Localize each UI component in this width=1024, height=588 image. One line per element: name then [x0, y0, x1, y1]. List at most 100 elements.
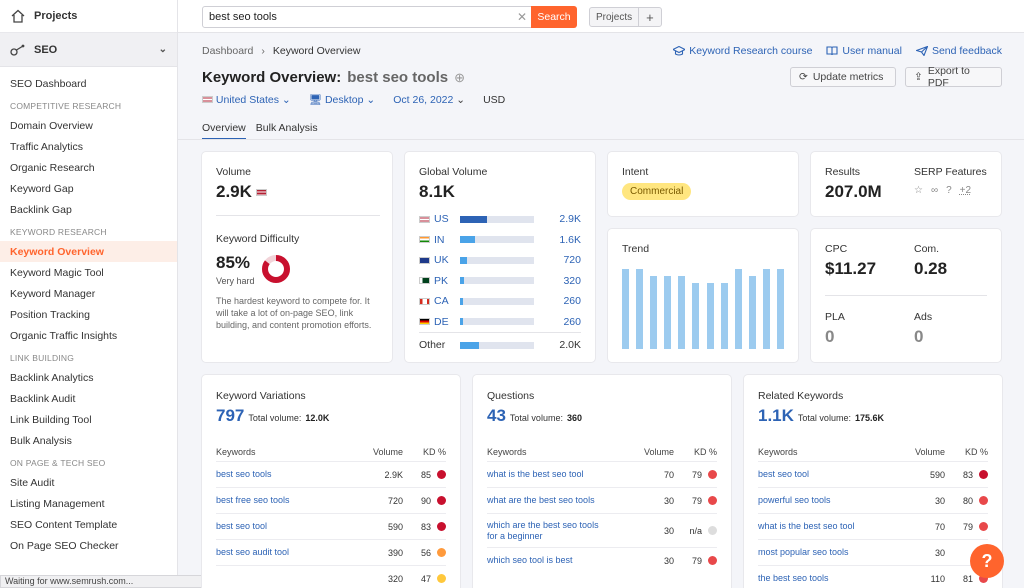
keyword-link[interactable]: the best seo tools: [758, 573, 829, 583]
table-header: Keywords Volume KD %: [758, 447, 988, 457]
kd-dot-icon: [979, 522, 988, 531]
sidebar-item-organic-research[interactable]: Organic Research: [10, 161, 95, 174]
breadcrumb: Dashboard › Keyword Overview: [202, 45, 360, 57]
keyword-link[interactable]: what is the best seo tool: [487, 469, 584, 479]
country-select[interactable]: United States ⌄: [202, 94, 291, 106]
export-pdf-button[interactable]: ⇪ Export to PDF: [905, 65, 1002, 89]
country-volume-value[interactable]: 320: [563, 274, 581, 287]
sidebar-item-backlink-audit[interactable]: Backlink Audit: [10, 392, 76, 405]
question-icon[interactable]: ?: [946, 185, 952, 196]
keyword-kd: 79: [691, 469, 702, 480]
ca-flag-icon: [419, 297, 430, 305]
sidebar-projects-label: Projects: [34, 10, 78, 22]
global-volume-label: Global Volume: [419, 166, 488, 178]
total-volume-label: Total volume:: [509, 413, 563, 423]
keyword-link[interactable]: best seo tools: [216, 469, 272, 479]
keyword-kd: 85: [420, 469, 431, 480]
add-circle-icon[interactable]: ⊕: [454, 69, 465, 85]
keyword-link[interactable]: which are the best seo tools for a begin…: [487, 519, 599, 541]
sidebar-item-bulk-analysis[interactable]: Bulk Analysis: [10, 434, 72, 447]
keyword-link[interactable]: what is the best seo tool: [758, 521, 855, 531]
keyword-link[interactable]: what are the best seo tools: [487, 495, 595, 505]
breadcrumb-current: Keyword Overview: [272, 45, 361, 57]
country-volume-value[interactable]: 1.6K: [559, 233, 581, 246]
search-input[interactable]: [209, 11, 499, 23]
serp-more[interactable]: +2: [959, 185, 972, 196]
sidebar-item-keyword-magic-tool[interactable]: Keyword Magic Tool: [10, 266, 104, 279]
global-volume-row: PK 320: [419, 274, 581, 288]
help-button[interactable]: ?: [970, 544, 1004, 578]
keyword-link[interactable]: powerful seo tools: [758, 495, 831, 505]
ads-label: Ads: [914, 311, 933, 323]
global-volume-row: CA 260: [419, 294, 581, 308]
device-select[interactable]: 🖥 Desktop ⌄: [309, 93, 376, 106]
country-volume-value[interactable]: 2.9K: [559, 213, 581, 225]
col-volume: Volume: [372, 447, 403, 457]
link-icon[interactable]: ∞: [930, 185, 939, 196]
keyword-link[interactable]: best seo tool: [216, 521, 268, 531]
table-row: best seo audit tool 390 56: [216, 539, 446, 565]
sidebar-item-link-building-tool[interactable]: Link Building Tool: [10, 413, 92, 426]
keyword-link[interactable]: which seo tool is best: [487, 555, 573, 565]
close-icon[interactable]: ✕: [516, 10, 527, 24]
country-volume-value[interactable]: 260: [563, 295, 581, 307]
send-feedback-link[interactable]: Send feedback: [915, 45, 1002, 57]
star-icon[interactable]: ☆: [914, 185, 923, 196]
keyword-link[interactable]: best seo audit tool: [216, 547, 290, 557]
kd-dot-icon: [437, 548, 446, 557]
sidebar-item-keyword-gap[interactable]: Keyword Gap: [10, 182, 74, 195]
sidebar-item-domain-overview[interactable]: Domain Overview: [10, 119, 93, 132]
breadcrumb-dashboard[interactable]: Dashboard: [202, 45, 254, 57]
keyword-link[interactable]: best free seo tools: [216, 495, 290, 505]
sidebar-item-organic-traffic-insights[interactable]: Organic Traffic Insights: [10, 329, 118, 342]
in-flag-icon: [419, 236, 430, 243]
keyword-volume: 70: [934, 521, 945, 532]
trend-bar: [692, 283, 699, 349]
course-link-label: Keyword Research course: [689, 45, 813, 57]
sidebar-item-backlink-analytics[interactable]: Backlink Analytics: [10, 371, 94, 384]
tab-overview[interactable]: Overview: [202, 122, 246, 140]
sidebar-projects[interactable]: Projects: [0, 0, 177, 33]
update-metrics-button[interactable]: ⟳ Update metrics: [790, 67, 896, 87]
user-manual-link[interactable]: User manual: [826, 45, 902, 57]
kd-dot-icon: [708, 496, 717, 505]
search-button[interactable]: Search: [531, 6, 577, 28]
country-volume-value[interactable]: 720: [563, 254, 581, 266]
panel-count[interactable]: 797: [216, 406, 245, 425]
sidebar-item-on-page-seo-checker[interactable]: On Page SEO Checker: [10, 539, 119, 552]
date-select[interactable]: Oct 26, 2022 ⌄: [393, 94, 465, 106]
kd-dot-icon: [437, 522, 446, 531]
course-link[interactable]: Keyword Research course: [673, 45, 812, 57]
sidebar-item-seo-dashboard[interactable]: SEO Dashboard: [10, 77, 87, 90]
add-project-button[interactable]: +: [638, 8, 661, 26]
ads-value: 0: [914, 327, 924, 346]
country-volume-bar: [460, 236, 534, 243]
table-row: what is the best seo tool 70 79: [758, 513, 988, 539]
sidebar-item-keyword-overview[interactable]: Keyword Overview: [0, 241, 177, 262]
sidebar-item-site-audit[interactable]: Site Audit: [10, 476, 55, 489]
home-icon: [11, 9, 25, 23]
sidebar-item-listing-management[interactable]: Listing Management: [10, 497, 105, 510]
table-row: best seo tool 590 83: [216, 513, 446, 539]
sidebar-item-position-tracking[interactable]: Position Tracking: [10, 308, 90, 321]
sidebar-seo[interactable]: SEO ⌄: [0, 33, 177, 67]
sidebar-item-seo-content-template[interactable]: SEO Content Template: [10, 518, 118, 531]
chevron-down-icon[interactable]: ⌄: [158, 44, 167, 55]
panel-count[interactable]: 43: [487, 406, 506, 425]
de-flag-icon: [419, 318, 430, 325]
sidebar-item-traffic-analytics[interactable]: Traffic Analytics: [10, 140, 83, 153]
country-volume-value[interactable]: 260: [563, 315, 581, 328]
country-volume-bar: [460, 297, 534, 305]
keyword-link[interactable]: best seo tool: [758, 469, 810, 479]
panel-count[interactable]: 1.1K: [758, 406, 794, 425]
keyword-link[interactable]: most popular seo tools: [758, 547, 849, 557]
country-volume-bar-fill: [460, 215, 487, 223]
tab-bulk-analysis[interactable]: Bulk Analysis: [255, 122, 318, 134]
keyword-variations-panel: Keyword Variations 797 Total volume: 12.0K K…: [202, 375, 460, 588]
kd-dot-icon: [979, 496, 988, 505]
tabs: Overview Bulk Analysis: [202, 122, 318, 140]
sidebar-item-backlink-gap[interactable]: Backlink Gap: [10, 203, 72, 216]
trend-bar: [735, 269, 742, 349]
projects-button[interactable]: Projects: [596, 11, 633, 23]
sidebar-item-keyword-manager[interactable]: Keyword Manager: [10, 287, 96, 300]
